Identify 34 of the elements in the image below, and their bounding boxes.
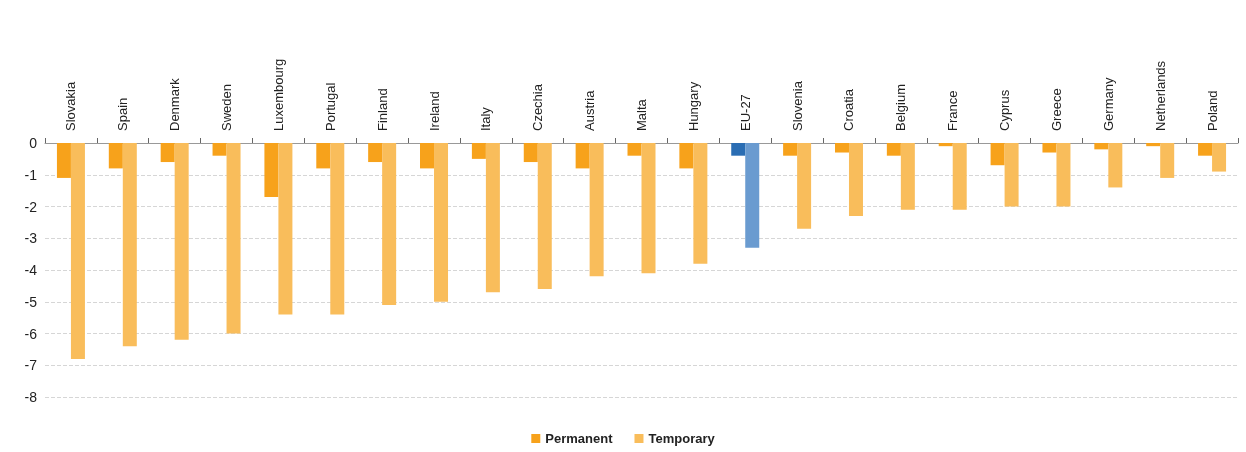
x-tick-label: Spain xyxy=(115,97,131,131)
y-tick-label: -2 xyxy=(24,198,38,215)
x-tick-label: Belgium xyxy=(893,84,909,131)
legend-label: Temporary xyxy=(648,431,716,446)
x-tick-label: Cyprus xyxy=(997,89,1013,131)
y-tick-label: -6 xyxy=(24,325,38,342)
x-tick-label: Slovenia xyxy=(789,80,805,131)
x-tick-label: Finland xyxy=(374,88,390,131)
legend-label: Permanent xyxy=(545,431,614,446)
x-tick-label: Ireland xyxy=(426,91,442,131)
x-tick-label: Denmark xyxy=(167,77,183,131)
x-tick-label: Portugal xyxy=(322,82,338,131)
x-tick-label: Czechia xyxy=(530,83,546,131)
x-tick-label: Italy xyxy=(478,106,494,131)
x-tick-label: Luxembourg xyxy=(270,58,286,131)
x-tick-label: Greece xyxy=(1048,88,1064,131)
y-tick-label: -4 xyxy=(24,262,38,278)
x-tick-label: Poland xyxy=(1204,90,1220,131)
y-tick-label: -7 xyxy=(24,357,38,374)
x-tick-label: Slovakia xyxy=(63,81,79,131)
x-tick-label: Sweden xyxy=(219,84,235,131)
x-tick-label: EU-27 xyxy=(737,94,753,131)
y-tick-label: -8 xyxy=(24,389,38,405)
y-tick-label: 0 xyxy=(29,135,38,151)
x-tick-label: Germany xyxy=(1100,77,1116,131)
y-tick-label: -1 xyxy=(24,166,38,183)
x-tick-label: Netherlands xyxy=(1152,60,1168,131)
y-tick-label: -3 xyxy=(24,230,38,247)
x-tick-label: Hungary xyxy=(685,81,701,131)
x-tick-label: Croatia xyxy=(841,88,857,131)
x-tick-label: France xyxy=(945,90,961,131)
x-tick-label: Austria xyxy=(582,89,598,131)
x-tick-label: Malta xyxy=(634,98,649,131)
y-tick-label: -5 xyxy=(24,293,38,310)
